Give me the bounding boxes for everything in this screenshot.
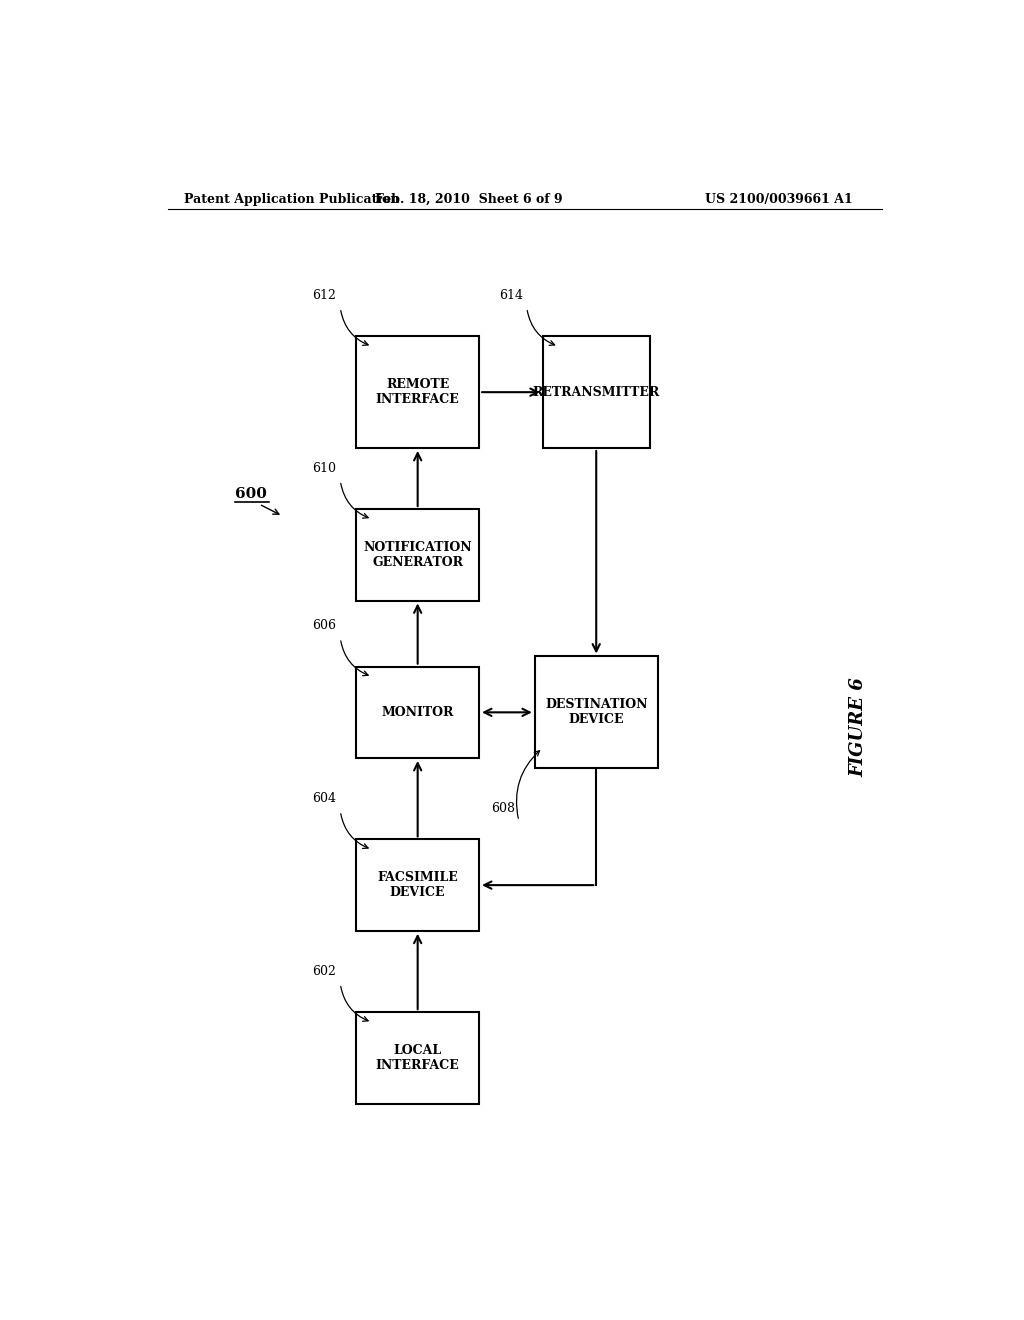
Text: 602: 602 [312,965,336,978]
Bar [535,656,657,768]
Text: FACSIMILE
DEVICE: FACSIMILE DEVICE [377,871,458,899]
Text: Patent Application Publication: Patent Application Publication [183,193,399,206]
Bar [356,510,479,601]
Text: 608: 608 [490,803,515,816]
Text: 610: 610 [312,462,337,475]
Bar [356,337,479,447]
Bar [356,840,479,931]
Text: Feb. 18, 2010  Sheet 6 of 9: Feb. 18, 2010 Sheet 6 of 9 [376,193,563,206]
Text: LOCAL
INTERFACE: LOCAL INTERFACE [376,1044,460,1072]
Text: US 2100/0039661 A1: US 2100/0039661 A1 [705,193,853,206]
Text: 604: 604 [312,792,337,805]
Text: NOTIFICATION
GENERATOR: NOTIFICATION GENERATOR [364,541,472,569]
Text: DESTINATION
DEVICE: DESTINATION DEVICE [545,698,647,726]
Text: MONITOR: MONITOR [382,706,454,719]
Text: FIGURE 6: FIGURE 6 [849,677,867,777]
Bar [356,1012,479,1104]
Text: RETRANSMITTER: RETRANSMITTER [532,385,659,399]
Text: REMOTE
INTERFACE: REMOTE INTERFACE [376,378,460,407]
Bar [356,667,479,758]
Bar [543,337,650,447]
Text: 606: 606 [312,619,337,632]
Text: 612: 612 [312,289,336,302]
Text: 600: 600 [236,487,267,500]
Text: 614: 614 [499,289,523,302]
